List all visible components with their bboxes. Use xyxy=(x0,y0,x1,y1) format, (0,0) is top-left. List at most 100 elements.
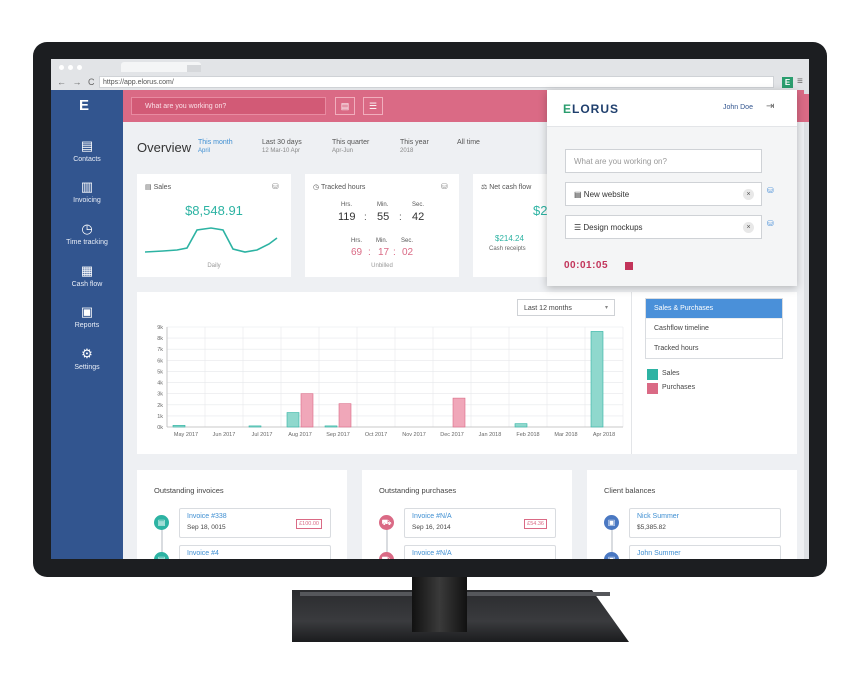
purchase-entry[interactable]: Invoice #N/A xyxy=(404,545,556,559)
sales-card-title: ▤ Sales xyxy=(145,183,171,191)
cash-title-text: Net cash flow xyxy=(489,184,532,191)
money-icon[interactable]: ⛁ xyxy=(441,182,448,191)
sec-label: Sec. xyxy=(412,202,425,208)
browser-tab[interactable] xyxy=(121,62,201,72)
popup-search-input[interactable]: What are you working on? xyxy=(565,149,762,173)
window-dot[interactable] xyxy=(59,65,64,70)
user-name[interactable]: John Doe xyxy=(723,104,753,111)
billing-tag-icon[interactable]: ⛁ xyxy=(767,219,774,228)
period-tab-last-30-days[interactable]: Last 30 days 12 Mar-10 Apr xyxy=(262,139,302,154)
contact-card-icon: ▣ xyxy=(604,552,619,559)
chart-option-tracked-hours[interactable]: Tracked hours xyxy=(654,345,699,352)
x-tick-label: Apr 2018 xyxy=(593,432,615,438)
tracked-hrs: 119 xyxy=(338,211,356,223)
tracked-min: 55 xyxy=(377,211,390,223)
window-dot[interactable] xyxy=(77,65,82,70)
sidebar-item-reports[interactable]: ▣ Reports xyxy=(51,304,123,329)
client-entry[interactable]: Nick Summer $5,385.82 xyxy=(629,508,781,538)
sales-caption: Daily xyxy=(207,263,221,269)
entry-title[interactable]: John Summer xyxy=(637,550,681,557)
sidebar-item-label: Reports xyxy=(74,322,100,329)
browser-menu-icon[interactable]: ≡ xyxy=(797,76,803,87)
y-tick-label: 2k xyxy=(157,403,163,409)
cart-icon: ⛟ xyxy=(379,515,394,530)
extension-icon[interactable]: E xyxy=(782,77,793,88)
popup-body: What are you working on? ▤ New website ×… xyxy=(547,127,797,286)
project-field[interactable]: ▤ New website × xyxy=(565,182,762,206)
legend-label-purchases: Purchases xyxy=(662,384,696,391)
task-field[interactable]: ☰ Design mockups × xyxy=(565,215,762,239)
purchase-entry[interactable]: Invoice #N/A Sep 16, 2014 £54.36 xyxy=(404,508,556,538)
client-entry[interactable]: John Summer xyxy=(629,545,781,559)
project-button[interactable]: ▤ xyxy=(335,97,355,115)
period-label: This month xyxy=(198,139,233,146)
billing-tag-icon[interactable]: ⛁ xyxy=(767,186,774,195)
contact-card-icon: ▣ xyxy=(604,515,619,530)
brand-logo: ELORUS xyxy=(563,102,619,116)
brand-rest: LORUS xyxy=(572,102,620,116)
period-tab-this-year[interactable]: This year 2018 xyxy=(400,139,429,154)
sales-bar xyxy=(514,423,528,428)
period-label: This year xyxy=(400,139,429,146)
monitor-neck xyxy=(412,577,467,632)
window-dot[interactable] xyxy=(68,65,73,70)
contacts-icon: ▤ xyxy=(80,138,94,153)
range-select-value: Last 12 months xyxy=(524,305,572,312)
invoice-entry[interactable]: Invoice #4 xyxy=(179,545,331,559)
document-icon: ▤ xyxy=(145,184,154,191)
chart-option-sales-purchases[interactable]: Sales & Purchases xyxy=(646,299,782,319)
sidebar-item-cash-flow[interactable]: ▦ Cash flow xyxy=(51,263,123,288)
period-tab-all-time[interactable]: All time xyxy=(457,139,480,146)
sales-bar xyxy=(248,425,262,428)
brand-e: E xyxy=(563,102,573,116)
y-tick-label: 5k xyxy=(157,369,163,375)
stop-timer-button[interactable] xyxy=(625,262,633,270)
close-icon[interactable]: × xyxy=(743,189,754,200)
entry-title[interactable]: Invoice #4 xyxy=(187,550,219,557)
task-list-button[interactable]: ☰ xyxy=(363,97,383,115)
y-tick-label: 8k xyxy=(157,336,163,342)
y-tick-label: 4k xyxy=(157,381,163,387)
entry-title[interactable]: Invoice #N/A xyxy=(412,550,452,557)
timeline-line xyxy=(386,522,388,559)
money-icon[interactable]: ⛁ xyxy=(272,182,279,191)
period-sub: April xyxy=(198,148,211,154)
x-tick-label: May 2017 xyxy=(174,432,198,438)
period-tab-this-month[interactable]: This month April xyxy=(198,139,233,154)
sidebar-item-settings[interactable]: ⚙ Settings xyxy=(51,346,123,371)
entry-title[interactable]: Invoice #N/A xyxy=(412,513,452,520)
new-tab-button[interactable] xyxy=(187,65,201,72)
unbilled-hrs: 69 xyxy=(351,247,363,258)
y-tick-label: 0k xyxy=(157,425,163,431)
close-icon[interactable]: × xyxy=(743,222,754,233)
sidebar-item-time-tracking[interactable]: ◷ Time tracking xyxy=(51,221,123,246)
app-logo[interactable]: E xyxy=(79,97,90,114)
scrollbar[interactable] xyxy=(804,90,809,559)
legend-label-sales: Sales xyxy=(662,370,680,377)
project-icon: ▤ xyxy=(574,190,582,199)
time-tracker-popup: ELORUS John Doe ⇥ What are you working o… xyxy=(547,90,797,286)
gear-icon: ⚙ xyxy=(81,346,93,361)
scrollbar-thumb[interactable] xyxy=(804,94,809,122)
invoice-entry[interactable]: Invoice #338 Sep 18, 0015 £100.00 xyxy=(179,508,331,538)
url-bar[interactable]: https://app.elorus.com/ xyxy=(99,76,774,88)
period-label: All time xyxy=(457,139,480,146)
entry-title[interactable]: Invoice #338 xyxy=(187,513,227,520)
sidebar-item-invoicing[interactable]: ▥ Invoicing xyxy=(51,179,123,204)
invoice-icon: ▤ xyxy=(154,515,169,530)
browser-nav-buttons[interactable]: ← → C xyxy=(57,77,97,87)
period-tab-this-quarter[interactable]: This quarter Apr-Jun xyxy=(332,139,369,154)
chart-option-cashflow-timeline[interactable]: Cashflow timeline xyxy=(646,319,782,339)
logout-icon[interactable]: ⇥ xyxy=(766,101,775,112)
time-entry-input[interactable]: What are you working on? xyxy=(131,97,326,115)
sidebar-item-contacts[interactable]: ▤ Contacts xyxy=(51,138,123,163)
period-sub: 12 Mar-10 Apr xyxy=(262,148,301,154)
entry-title[interactable]: Nick Summer xyxy=(637,513,680,520)
client-balances-panel: Client balances ▣ Nick Summer $5,385.82 … xyxy=(587,470,797,559)
range-select[interactable]: Last 12 months ▾ xyxy=(517,299,615,316)
browser-chrome: ← → C https://app.elorus.com/ E ≡ xyxy=(51,59,809,90)
sales-bar xyxy=(324,425,338,428)
cash-flow-icon: ▦ xyxy=(80,263,94,278)
sidebar-item-label: Settings xyxy=(74,364,100,371)
y-tick-label: 3k xyxy=(157,392,163,398)
